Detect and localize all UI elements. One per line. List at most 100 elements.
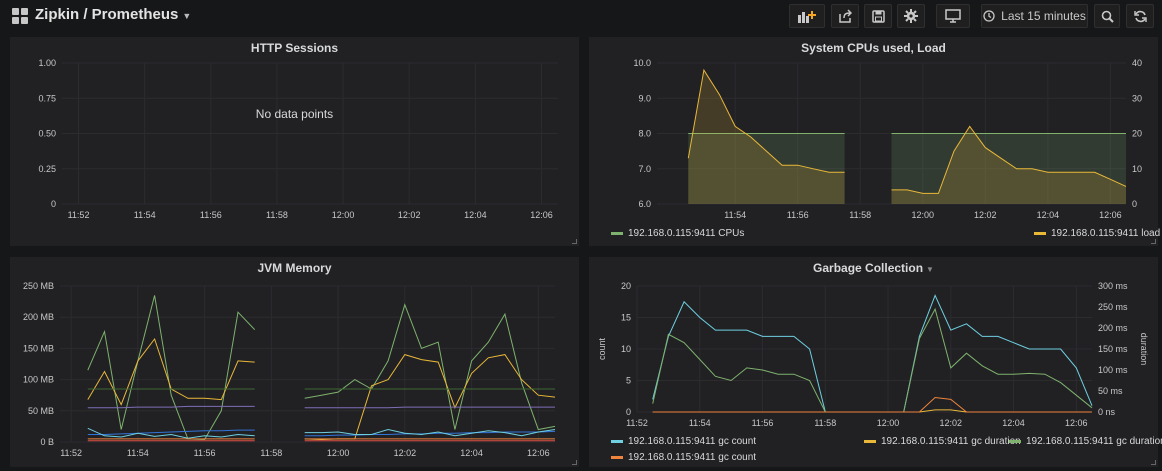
panel-title-wrap[interactable]: Garbage Collection ▼ (589, 261, 1158, 275)
panel-system-cpus: System CPUs used, Load 6.0 7.0 8.0 9.0 10.0 0… (589, 37, 1160, 246)
x-tick-label: 12:00 (912, 210, 935, 220)
x-tick-label: 12:02 (940, 418, 963, 428)
y-right-tick-label: 20 (1132, 129, 1142, 139)
legend-item-gc-duration-2[interactable]: 192.168.0.115:9411 gc duration (1009, 436, 1162, 447)
legend-swatch (864, 440, 876, 443)
share-icon (839, 9, 852, 23)
x-tick-label: 12:04 (464, 210, 487, 220)
y-tick-label: 250 MB (23, 281, 54, 291)
legend-item-gc-count[interactable]: 192.168.0.115:9411 gc count (611, 436, 756, 447)
series-line (652, 294, 1093, 413)
no-data-message: No data points (255, 107, 334, 121)
x-tick-label: 12:04 (1037, 210, 1060, 220)
resize-handle[interactable] (572, 239, 577, 244)
series-line (891, 125, 1127, 194)
x-tick-label: 12:06 (530, 210, 553, 220)
series-area-fill (688, 70, 845, 204)
y-right-tick-label: 0 ns (1098, 407, 1116, 417)
dashboard-title[interactable]: Zipkin / Prometheus ▼ (35, 6, 191, 23)
legend-swatch (611, 440, 623, 443)
legend-item-cpus[interactable]: 192.168.0.115:9411 CPUs (611, 228, 744, 239)
resize-handle[interactable] (1151, 239, 1156, 244)
system-cpus-chart: 6.0 7.0 8.0 9.0 10.0 0 10 20 30 40 11:54 11:56 11:58… (633, 58, 1142, 220)
y-tick-label: 0 (51, 199, 56, 209)
legend-swatch (611, 456, 623, 459)
dashboard-settings-button[interactable] (897, 4, 925, 28)
dashboard-title-text: Zipkin / Prometheus (35, 6, 179, 23)
x-tick-label: 12:04 (460, 448, 483, 458)
share-button[interactable] (831, 4, 859, 28)
x-tick-label: 11:56 (787, 210, 809, 220)
panel-title[interactable]: HTTP Sessions (250, 41, 339, 55)
resize-handle[interactable] (1151, 460, 1156, 465)
y-tick-label: 1.00 (38, 58, 56, 68)
caret-down-icon: ▼ (182, 11, 192, 21)
zoom-out-icon (1101, 10, 1114, 23)
top-navbar: Zipkin / Prometheus ▼ (0, 0, 1162, 32)
dashboard-grid-icon[interactable] (12, 8, 28, 24)
y-right-axis-label: duration (1139, 333, 1149, 366)
save-icon (871, 9, 885, 23)
series-line (87, 295, 256, 441)
y-tick-label: 9.0 (638, 93, 651, 103)
x-tick-label: 11:56 (194, 448, 216, 458)
series-line (304, 303, 556, 431)
x-tick-label: 11:52 (60, 448, 82, 458)
time-range-picker[interactable]: Last 15 minutes (981, 4, 1088, 28)
legend-item-load[interactable]: 192.168.0.115:9411 load (1034, 228, 1160, 239)
zoom-out-button[interactable] (1094, 4, 1120, 28)
panel-http-sessions: HTTP Sessions 0 0.25 0.50 0.75 1.00 11:52 11:5… (10, 37, 579, 246)
x-tick-label: 11:58 (266, 210, 288, 220)
y-axis-label: count (597, 337, 607, 360)
y-tick-label: 0 B (40, 437, 54, 447)
series-line (652, 396, 1092, 413)
y-tick-label: 0 (626, 407, 631, 417)
resize-handle[interactable] (572, 460, 577, 465)
y-right-tick-label: 50 ms (1098, 386, 1123, 396)
refresh-button[interactable] (1126, 4, 1154, 28)
garbage-collection-chart: 0 5 10 15 20 0 ns 50 ms 100 ms 150 ms 200 ms 250 m… (597, 281, 1149, 428)
y-tick-label: 10 (621, 344, 631, 354)
caret-down-icon: ▼ (926, 265, 934, 274)
legend-swatch (1009, 440, 1021, 443)
legend-label: 192.168.0.115:9411 load (1051, 228, 1161, 239)
x-tick-label: 12:06 (1099, 210, 1122, 220)
series-line (304, 406, 555, 409)
time-range-label: Last 15 minutes (1001, 9, 1086, 23)
legend-label: 192.168.0.115:9411 CPUs (628, 228, 745, 239)
x-tick-label: 12:02 (394, 448, 417, 458)
legend-label: 192.168.0.115:9411 gc duration (1026, 436, 1162, 447)
legend-swatch (1034, 232, 1046, 235)
legend-item-gc-duration[interactable]: 192.168.0.115:9411 gc duration (864, 436, 1021, 447)
y-tick-label: 200 MB (23, 312, 54, 322)
panel-title[interactable]: JVM Memory (257, 261, 332, 275)
x-tick-label: 12:02 (398, 210, 421, 220)
legend-label: 192.168.0.115:9411 gc duration (881, 436, 1021, 447)
add-panel-button[interactable] (789, 4, 825, 28)
x-tick-label: 11:58 (849, 210, 871, 220)
x-tick-label: 11:56 (752, 418, 774, 428)
y-tick-label: 5 (626, 376, 631, 386)
legend-label: 192.168.0.115:9411 gc count (628, 452, 757, 463)
tv-mode-button[interactable] (936, 4, 970, 28)
x-tick-label: 11:54 (127, 448, 149, 458)
tv-mode-icon (945, 9, 961, 23)
x-tick-label: 12:06 (527, 448, 550, 458)
series-line (87, 429, 255, 435)
x-tick-label: 12:00 (332, 210, 355, 220)
save-dashboard-button[interactable] (864, 4, 892, 28)
series-line (87, 405, 255, 409)
y-tick-label: 0.75 (38, 93, 56, 103)
panel-jvm-memory: JVM Memory 0 B 50 MB 100 MB 150 MB 200 MB 250… (10, 257, 579, 467)
x-tick-label: 11:54 (134, 210, 156, 220)
y-right-tick-label: 150 ms (1098, 344, 1128, 354)
panel-title[interactable]: System CPUs used, Load (801, 41, 946, 55)
x-tick-label: 11:52 (68, 210, 90, 220)
y-right-tick-label: 0 (1132, 199, 1137, 209)
x-tick-label: 12:00 (877, 418, 900, 428)
y-right-tick-label: 10 (1132, 164, 1142, 174)
y-tick-label: 10.0 (633, 58, 651, 68)
legend-item-gc-count-2[interactable]: 192.168.0.115:9411 gc count (611, 452, 756, 463)
series-area-fill (688, 133, 845, 204)
x-tick-label: 11:58 (814, 418, 836, 428)
